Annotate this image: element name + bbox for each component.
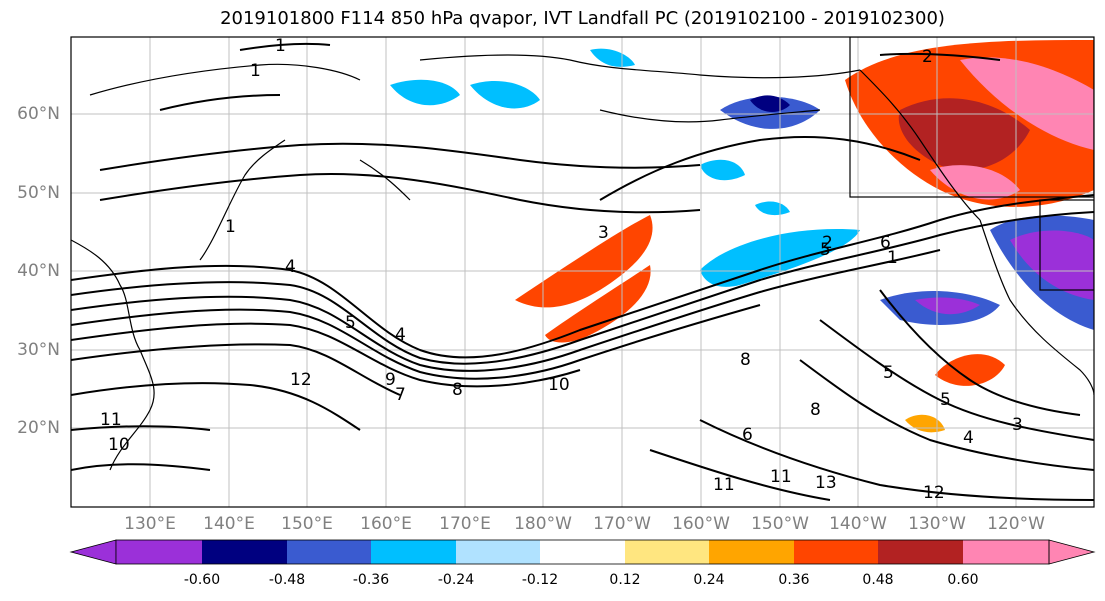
chart-title: 2019101800 F114 850 hPa qvapor, IVT Land… <box>220 8 945 29</box>
shade-neg-pac <box>700 159 745 181</box>
colorbar-seg <box>371 540 456 564</box>
lon-label: 170°E <box>439 514 491 534</box>
contour-label: 8 <box>810 400 821 420</box>
lon-label: 160°E <box>360 514 412 534</box>
lon-label: 150°E <box>281 514 333 534</box>
lon-label: 150°W <box>751 514 809 534</box>
lat-label: 50°N <box>17 183 60 203</box>
shade-pos-atlantic-2 <box>545 265 651 343</box>
contour-label: 11 <box>770 467 792 487</box>
contour-label: 8 <box>452 380 463 400</box>
shade-pos-atlantic <box>515 215 653 308</box>
contour-label: 6 <box>880 233 891 253</box>
contour-label: 10 <box>108 435 130 455</box>
shade-neg-sw-purple <box>915 297 980 315</box>
contour-label: 3 <box>598 223 609 243</box>
lon-label: 140°E <box>203 514 255 534</box>
colorbar-outline <box>115 539 1050 565</box>
colorbar-seg <box>456 540 540 564</box>
lon-label: 130°E <box>124 514 176 534</box>
map-area: 1 1 2 1 3 4 5 4 6 5 8 7 10 12 11 10 9 8 … <box>71 36 1094 507</box>
qvapor-shading <box>390 40 1094 433</box>
colorbar-tick: 0.60 <box>947 572 979 588</box>
contour-label: 5 <box>940 390 951 410</box>
shade-neg-pac-2 <box>755 201 790 216</box>
contour-label: 11 <box>713 475 735 495</box>
lon-label: 130°W <box>908 514 966 534</box>
lat-label: 20°N <box>17 418 60 438</box>
contour-label: 6 <box>742 425 753 445</box>
shade-neg-bering <box>390 79 460 106</box>
contour-label: 13 <box>815 473 837 493</box>
contour-label: 10 <box>548 375 570 395</box>
colorbar-tick: -0.36 <box>352 572 390 588</box>
coastlines <box>71 54 1094 471</box>
contour-label: 1 <box>250 61 261 81</box>
colorbar-seg <box>709 540 794 564</box>
contour-label: 4 <box>963 428 974 448</box>
contour-label: 1 <box>275 36 286 56</box>
lon-label: 180°W <box>514 514 572 534</box>
lon-label: 120°W <box>987 514 1045 534</box>
colorbar-seg <box>794 540 878 564</box>
shade-pos-gulf-pink <box>960 57 1094 151</box>
contour-label: 7 <box>395 385 406 405</box>
colorbar-seg <box>625 540 709 564</box>
contour-label: 11 <box>100 410 122 430</box>
shade-pos-pink-2 <box>930 165 1020 200</box>
colorbar-seg <box>116 540 202 564</box>
shade-pos-gulf-dark <box>898 98 1030 170</box>
colorbar-tick: 0.48 <box>862 572 894 588</box>
colorbar-seg <box>287 540 371 564</box>
contour-label: 1 <box>225 217 236 237</box>
contour-label: 1 <box>887 248 898 268</box>
shade-neg-gulf-2 <box>720 96 820 129</box>
contour-label: 5 <box>883 363 894 383</box>
colorbar-seg <box>202 540 287 564</box>
contours <box>71 42 1094 501</box>
lon-label: 140°W <box>829 514 887 534</box>
colorbar-tick: 0.12 <box>609 572 641 588</box>
lat-label: 40°N <box>17 261 60 281</box>
contour-label: 8 <box>740 350 751 370</box>
lat-label: 60°N <box>17 104 60 124</box>
shade-neg-alaska <box>590 48 635 67</box>
contour-label: 4 <box>395 325 406 345</box>
colorbar-seg <box>963 540 1049 564</box>
lat-label: 30°N <box>17 340 60 360</box>
shade-pos-se <box>935 354 1005 386</box>
lon-label: 170°W <box>593 514 651 534</box>
contour-label: 4 <box>285 257 296 277</box>
colorbar-tick: 0.36 <box>778 572 810 588</box>
contour-label: 12 <box>923 483 945 503</box>
region-boxes <box>849 37 1094 291</box>
colorbar-seg <box>540 540 625 564</box>
contour-labels: 1 1 2 1 3 4 5 4 6 5 8 7 10 12 11 10 9 8 … <box>100 36 1023 503</box>
contour-label: 12 <box>290 370 312 390</box>
colorbar-extend-right <box>1048 539 1096 565</box>
colorbar-seg <box>878 540 963 564</box>
contour-label: 2 <box>922 47 933 67</box>
contour-label: 5 <box>345 313 356 333</box>
colorbar-tick: -0.48 <box>268 572 306 588</box>
colorbar <box>69 539 1096 565</box>
contour-label: 2 <box>822 233 833 253</box>
colorbar-tick: -0.24 <box>437 572 475 588</box>
colorbar-extend-left <box>69 539 117 565</box>
shade-neg-purple <box>1010 230 1094 300</box>
contour-label: 3 <box>1012 415 1023 435</box>
colorbar-tick: -0.12 <box>521 572 559 588</box>
colorbar-tick: 0.24 <box>693 572 725 588</box>
shade-neg-bering-2 <box>470 80 540 109</box>
contour-label: 5 <box>820 240 831 260</box>
contour-label: 9 <box>385 370 396 390</box>
lon-label: 160°W <box>672 514 730 534</box>
colorbar-tick: -0.60 <box>183 572 221 588</box>
map-frame <box>70 36 1095 508</box>
